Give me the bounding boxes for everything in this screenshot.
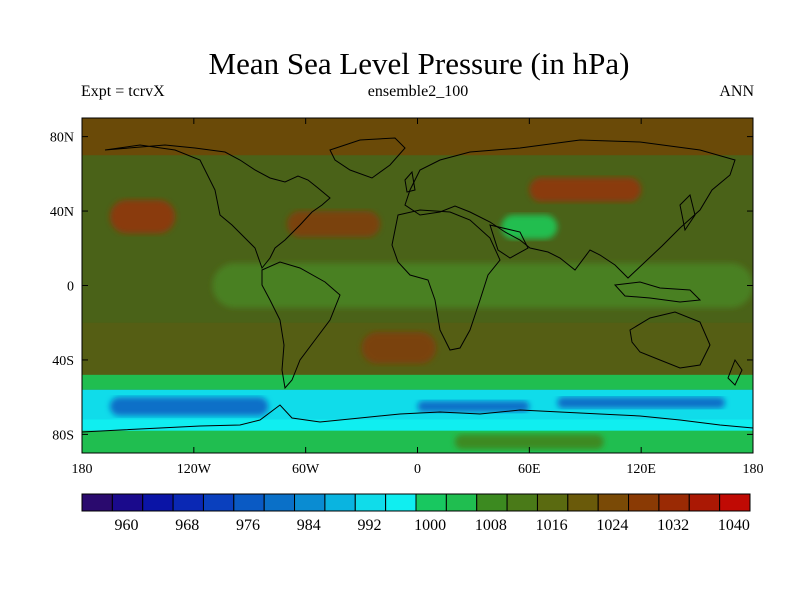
colorbar-swatch (628, 493, 660, 512)
y-tick-label: 40N (50, 205, 74, 220)
colorbar-label: 992 (357, 517, 381, 534)
colorbar-swatch (719, 493, 751, 512)
colorbar-swatch (233, 493, 265, 512)
colorbar-label: 984 (297, 517, 321, 534)
x-tick-label: 120W (177, 462, 212, 477)
colorbar-swatch (385, 493, 417, 512)
coastline-australia (629, 311, 711, 369)
experiment-label: Expt = tcrvX (81, 83, 165, 100)
coastline-antarctica (82, 404, 753, 433)
region-south-atlantic-high (361, 332, 437, 364)
coastline-new-zealand (727, 358, 743, 386)
ensemble-label: ensemble2_100 (367, 83, 469, 100)
region-tibet-low (501, 214, 558, 239)
y-tick-label: 80S (52, 428, 74, 443)
region-southern-ocean-green (82, 374, 753, 390)
coastline-greenland (329, 137, 406, 179)
coastline-eurasia (404, 139, 736, 279)
coastlines (82, 137, 753, 433)
region-southern-ocean-blue-1 (109, 397, 269, 416)
colorbar-swatch (445, 493, 478, 512)
region-southern-ocean-blue-2 (417, 400, 530, 413)
region-azores-high (287, 211, 381, 238)
colorbar-swatch (415, 493, 447, 512)
colorbar-swatch (202, 493, 235, 512)
colorbar-swatch (263, 493, 296, 512)
coastline-south-america (261, 261, 341, 390)
region-antarctica-high (454, 434, 604, 450)
colorbar-swatch (597, 493, 630, 512)
x-tick-label: 60E (518, 462, 541, 477)
axis-ticks (81, 118, 754, 453)
colorbar-swatch (536, 493, 569, 512)
axis-tick-labels: 80N 40N 0 40S 80S 180 120W 60W 0 60E 120E 180 (50, 131, 764, 477)
coastline-uk (404, 170, 416, 193)
colorbar-label: 1000 (414, 517, 446, 534)
region-siberian-high (529, 177, 642, 202)
colorbar-swatch (567, 493, 599, 512)
x-tick-label: 180 (72, 462, 93, 477)
y-tick-label: 40S (52, 354, 74, 369)
colorbar-label: 976 (236, 517, 260, 534)
region-north-pacific-high (109, 199, 176, 234)
colorbar-swatch (354, 493, 387, 512)
region-arctic-high (82, 118, 753, 156)
x-tick-label: 120E (626, 462, 656, 477)
x-tick-label: 0 (414, 462, 421, 477)
colorbar-swatch (81, 493, 113, 512)
colorbar-swatch (688, 493, 721, 512)
y-tick-label: 0 (67, 280, 74, 295)
colorbar-label: 1024 (596, 517, 628, 534)
colorbar-label: 960 (115, 517, 139, 534)
coastline-indonesia (613, 281, 702, 303)
coastline-africa (391, 209, 501, 351)
coastline-north-america (104, 144, 331, 270)
map-title: Mean Sea Level Pressure (in hPa) (208, 46, 630, 81)
colorbar-swatch (172, 493, 204, 512)
y-tick-label: 80N (50, 131, 74, 146)
coastline-japan (679, 194, 696, 232)
x-tick-label: 180 (743, 462, 764, 477)
colorbar-labels: 960 968 976 984 992 1000 1008 1016 1024 1032 1040 (115, 517, 750, 534)
colorbar (81, 493, 751, 512)
colorbar-swatch (658, 493, 690, 512)
coastline-arabia (489, 224, 529, 259)
colorbar-swatch (111, 493, 144, 512)
colorbar-label: 1008 (475, 517, 507, 534)
colorbar-label: 1040 (718, 517, 750, 534)
colorbar-swatch (324, 493, 356, 512)
region-equatorial-low (212, 263, 753, 308)
colorbar-swatch (294, 493, 326, 512)
x-tick-label: 60W (292, 462, 320, 477)
season-label: ANN (719, 83, 754, 100)
colorbar-label: 1016 (536, 517, 568, 534)
region-southern-ocean-blue-3 (557, 397, 726, 409)
colorbar-label: 968 (175, 517, 199, 534)
colorbar-swatch (476, 493, 508, 512)
colorbar-swatch (506, 493, 538, 512)
colorbar-label: 1032 (657, 517, 689, 534)
colorbar-swatch (142, 493, 174, 512)
pressure-field (82, 118, 753, 453)
